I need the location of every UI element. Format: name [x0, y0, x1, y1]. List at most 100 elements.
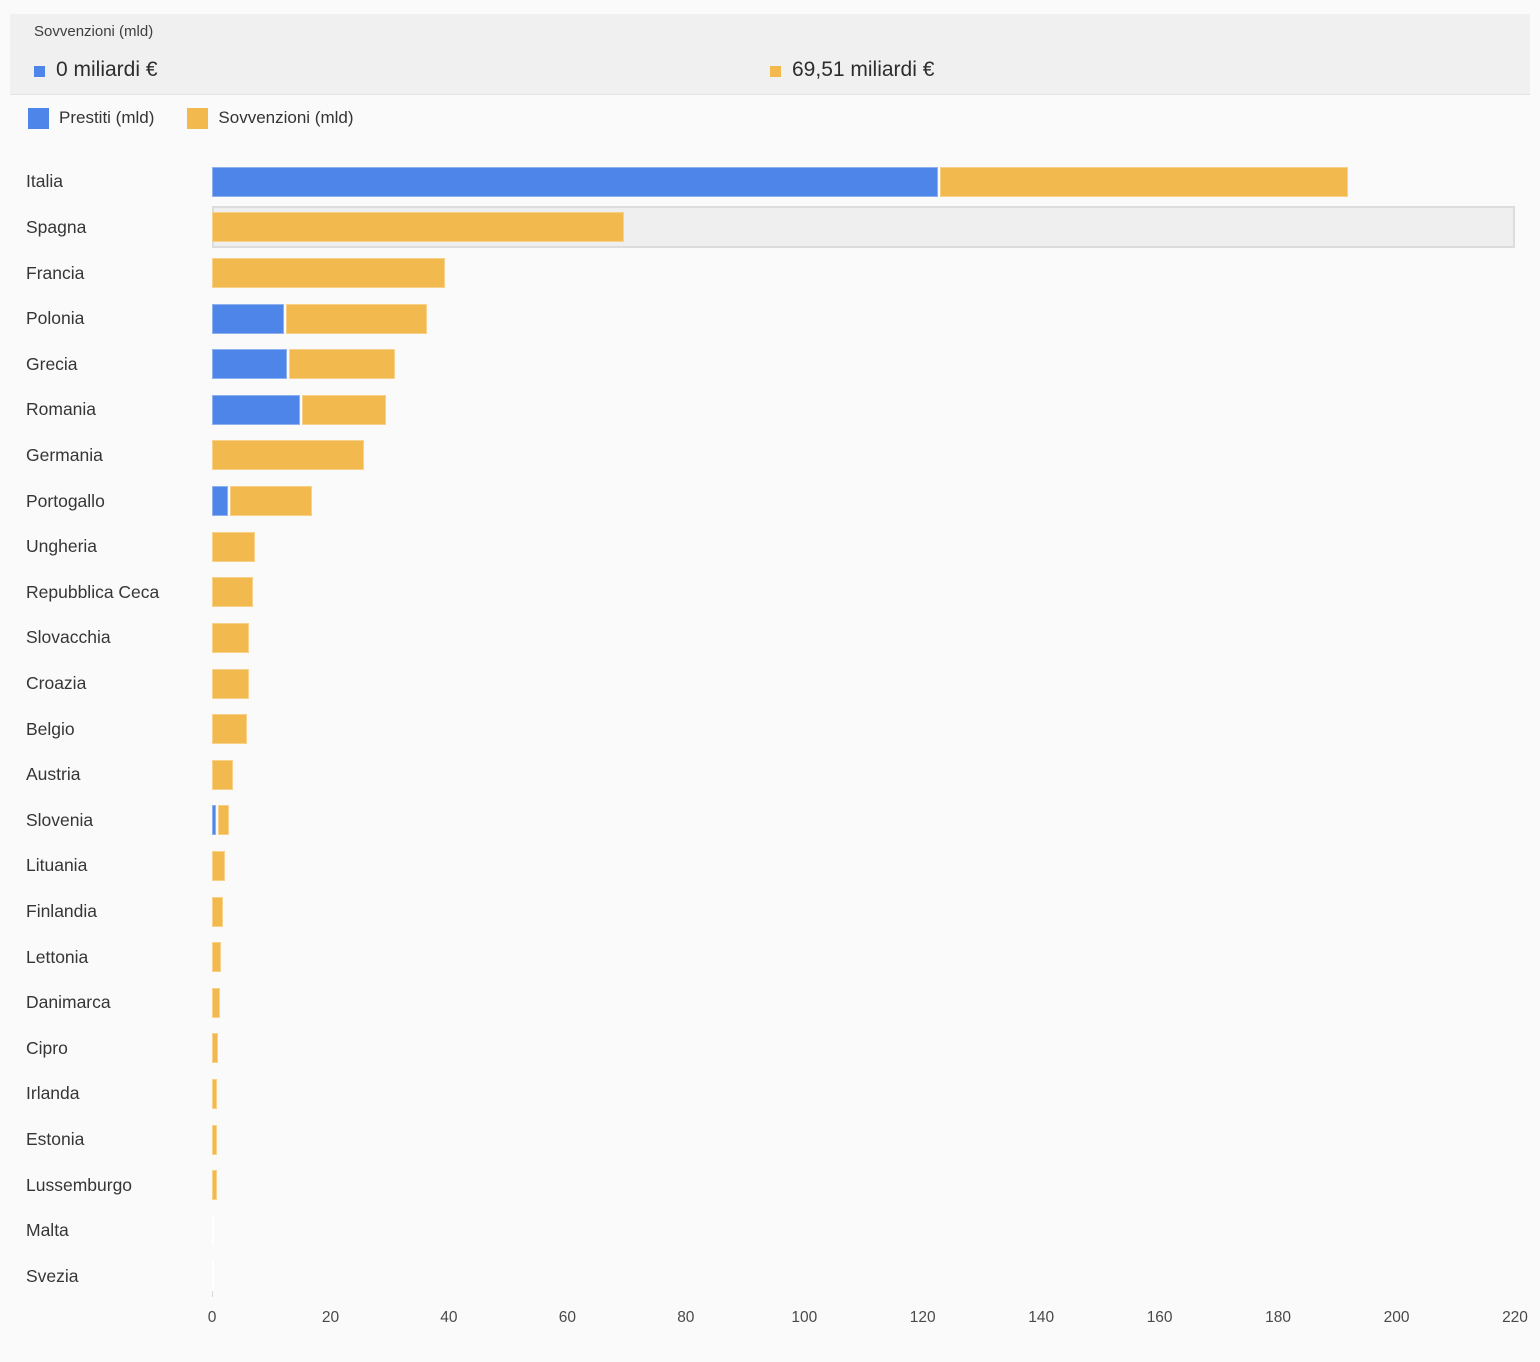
sovvenzioni-bar-lussemburgo[interactable] [212, 1170, 217, 1201]
sovvenzioni-bar-irlanda[interactable] [212, 1078, 218, 1109]
sovvenzioni-legend-swatch-icon [187, 107, 209, 129]
bar-track-italia[interactable] [212, 159, 1515, 205]
bar-track-lussemburgo[interactable] [212, 1162, 1515, 1208]
prestiti-bar-slovenia[interactable] [212, 805, 217, 836]
bar-track-estonia[interactable] [212, 1117, 1515, 1163]
bar-track-danimarca[interactable] [212, 980, 1515, 1026]
sovvenzioni-bar-belgio[interactable] [212, 714, 247, 745]
bar-track-irlanda[interactable] [212, 1071, 1515, 1117]
axis-tick-label-120: 120 [909, 1309, 936, 1326]
prestiti-bar-polonia[interactable] [212, 303, 284, 334]
bar-track-repubblica-ceca[interactable] [212, 569, 1515, 615]
bar-track-lettonia[interactable] [212, 934, 1515, 980]
chart-row-danimarca: Danimarca [0, 980, 1540, 1026]
chart-row-irlanda: Irlanda [0, 1071, 1540, 1117]
sovvenzioni-bar-ungheria[interactable] [212, 531, 255, 562]
chart-legend: Prestiti (mld) Sovvenzioni (mld) [28, 105, 354, 131]
country-label-belgio: Belgio [26, 718, 75, 739]
prestiti-marker-icon [34, 65, 45, 77]
chart-row-spagna: Spagna [0, 205, 1540, 251]
bar-track-cipro[interactable] [212, 1026, 1515, 1072]
country-label-repubblica-ceca: Repubblica Ceca [26, 581, 160, 602]
tooltip-title: Sovvenzioni (mld) [34, 23, 154, 40]
sovvenzioni-bar-francia[interactable] [212, 258, 446, 289]
country-label-lettonia: Lettonia [26, 946, 89, 967]
axis-tick-label-0: 0 [207, 1309, 217, 1326]
prestiti-bar-romania[interactable] [212, 394, 301, 425]
chart-row-austria: Austria [0, 752, 1540, 798]
chart-row-germania: Germania [0, 433, 1540, 479]
chart-row-belgio: Belgio [0, 706, 1540, 752]
sovvenzioni-bar-italia[interactable] [940, 166, 1349, 197]
chart-row-croazia: Croazia [0, 661, 1540, 707]
bar-track-austria[interactable] [212, 752, 1515, 798]
country-label-slovacchia: Slovacchia [26, 627, 111, 648]
zero-bar-malta [212, 1215, 214, 1246]
chart-row-cipro: Cipro [0, 1026, 1540, 1072]
country-label-croazia: Croazia [26, 673, 87, 693]
chart-row-estonia: Estonia [0, 1117, 1540, 1163]
legend-item-sovvenzioni[interactable]: Sovvenzioni (mld) [187, 107, 354, 129]
x-axis: 0 20 40 60 80 100 120 140 160 180 200 220 [208, 1284, 1528, 1340]
axis-tick-label-140: 140 [1028, 1309, 1055, 1326]
sovvenzioni-bar-lettonia[interactable] [212, 942, 222, 973]
legend-item-prestiti[interactable]: Prestiti (mld) [28, 107, 155, 129]
sovvenzioni-bar-romania[interactable] [302, 394, 387, 425]
prestiti-bar-portogallo[interactable] [212, 486, 228, 517]
bar-track-belgio[interactable] [212, 706, 1515, 752]
bar-track-finlandia[interactable] [212, 889, 1515, 935]
country-label-danimarca: Danimarca [26, 992, 111, 1013]
chart-row-slovenia: Slovenia [0, 798, 1540, 844]
axis-tick-label-180: 180 [1265, 1309, 1292, 1326]
sovvenzioni-marker-icon [770, 65, 781, 77]
country-label-germania: Germania [26, 444, 103, 465]
country-label-spagna: Spagna [26, 216, 87, 237]
sovvenzioni-bar-polonia[interactable] [285, 303, 428, 334]
sovvenzioni-bar-slovenia[interactable] [218, 805, 229, 836]
zero-bar-svezia [212, 1261, 214, 1292]
bar-track-grecia[interactable] [212, 341, 1515, 387]
chart-row-repubblica-ceca: Repubblica Ceca [0, 569, 1540, 615]
country-label-finlandia: Finlandia [26, 901, 98, 922]
chart-row-svezia: Svezia [0, 1254, 1540, 1300]
sovvenzioni-bar-portogallo[interactable] [229, 486, 313, 517]
legend-label-sovvenzioni: Sovvenzioni (mld) [218, 108, 354, 127]
prestiti-bar-italia[interactable] [212, 166, 939, 197]
sovvenzioni-bar-austria[interactable] [212, 759, 233, 790]
sovvenzioni-bar-repubblica-ceca[interactable] [212, 577, 254, 608]
sovvenzioni-bar-estonia[interactable] [212, 1124, 218, 1155]
bar-track-romania[interactable] [212, 387, 1515, 433]
bar-track-svezia[interactable] [212, 1254, 1515, 1300]
tooltip-panel: Sovvenzioni (mld) 0 miliardi € 69,51 mil… [10, 14, 1530, 95]
bar-track-slovenia[interactable] [212, 798, 1515, 844]
bar-track-malta[interactable] [212, 1208, 1515, 1254]
sovvenzioni-bar-finlandia[interactable] [212, 896, 224, 927]
bar-track-slovacchia[interactable] [212, 615, 1515, 661]
sovvenzioni-bar-croazia[interactable] [212, 668, 250, 699]
tooltip-entry-prestiti: 0 miliardi € [34, 58, 158, 82]
bar-track-portogallo[interactable] [212, 478, 1515, 524]
country-label-ungheria: Ungheria [26, 536, 98, 557]
country-label-polonia: Polonia [26, 308, 85, 329]
prestiti-bar-grecia[interactable] [212, 349, 288, 380]
legend-label-prestiti: Prestiti (mld) [59, 108, 155, 127]
sovvenzioni-bar-grecia[interactable] [289, 349, 395, 380]
bar-track-lituania[interactable] [212, 843, 1515, 889]
bar-track-ungheria[interactable] [212, 524, 1515, 570]
sovvenzioni-bar-slovacchia[interactable] [212, 622, 250, 653]
bar-track-spagna[interactable] [212, 205, 1515, 251]
bar-track-francia[interactable] [212, 250, 1515, 296]
sovvenzioni-bar-cipro[interactable] [212, 1033, 218, 1064]
country-label-estonia: Estonia [26, 1129, 85, 1150]
bar-track-polonia[interactable] [212, 296, 1515, 342]
sovvenzioni-bar-danimarca[interactable] [212, 987, 221, 1018]
chart-row-lettonia: Lettonia [0, 934, 1540, 980]
sovvenzioni-bar-spagna[interactable] [212, 212, 624, 243]
sovvenzioni-bar-germania[interactable] [212, 440, 364, 471]
country-label-cipro: Cipro [26, 1037, 68, 1058]
sovvenzioni-bar-lituania[interactable] [212, 850, 226, 881]
bar-track-croazia[interactable] [212, 661, 1515, 707]
bar-track-germania[interactable] [212, 433, 1515, 479]
axis-tick-label-100: 100 [791, 1309, 818, 1326]
